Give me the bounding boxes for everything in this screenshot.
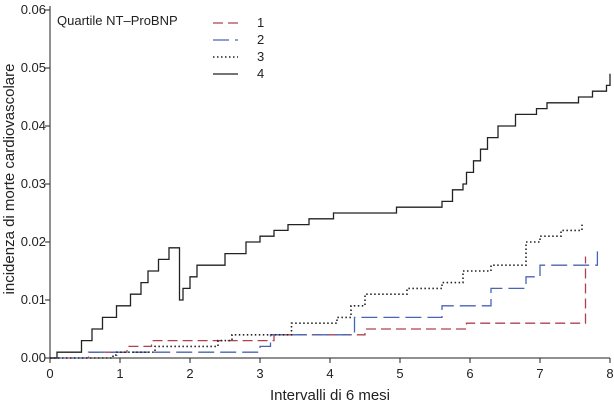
x-tick-label: 2 bbox=[186, 366, 193, 381]
axes: 0 1 2 3 4 5 6 7 8 0.00 0.01 0.02 0.03 0.04 0.05 0.06 bbox=[21, 2, 614, 381]
series-line-4 bbox=[50, 73, 611, 359]
series-layer bbox=[50, 73, 611, 359]
x-tick-label: 5 bbox=[396, 366, 403, 381]
legend-title: Quartile NT–ProBNP bbox=[57, 13, 178, 28]
y-tick-label: 0.05 bbox=[21, 60, 46, 75]
legend-label-4: 4 bbox=[257, 66, 264, 81]
legend-label-2: 2 bbox=[257, 32, 264, 47]
legend-label-3: 3 bbox=[257, 49, 264, 64]
y-tick-label: 0.01 bbox=[21, 292, 46, 307]
x-tick-label: 3 bbox=[256, 366, 263, 381]
x-axis-title: Intervalli di 6 mesi bbox=[270, 387, 390, 404]
y-tick-label: 0.06 bbox=[21, 2, 46, 17]
series-line-2 bbox=[50, 250, 599, 359]
series-line-1 bbox=[50, 256, 587, 359]
y-ticks: 0.00 0.01 0.02 0.03 0.04 0.05 0.06 bbox=[21, 2, 50, 365]
y-tick-label: 0.02 bbox=[21, 234, 46, 249]
x-ticks: 0 1 2 3 4 5 6 7 8 bbox=[46, 358, 614, 381]
legend: Quartile NT–ProBNP 1 2 3 4 bbox=[57, 13, 264, 81]
legend-label-1: 1 bbox=[257, 15, 264, 30]
y-tick-label: 0.04 bbox=[21, 118, 46, 133]
y-tick-label: 0.00 bbox=[21, 350, 46, 365]
x-tick-label: 8 bbox=[606, 366, 613, 381]
x-tick-label: 0 bbox=[46, 366, 53, 381]
y-tick-label: 0.03 bbox=[21, 176, 46, 191]
x-tick-label: 7 bbox=[536, 366, 543, 381]
x-tick-label: 1 bbox=[116, 366, 123, 381]
x-tick-label: 6 bbox=[466, 366, 473, 381]
series-line-3 bbox=[50, 224, 583, 359]
y-axis-title: incidenza di morte cardiovascolare bbox=[1, 64, 18, 295]
x-tick-label: 4 bbox=[326, 366, 333, 381]
